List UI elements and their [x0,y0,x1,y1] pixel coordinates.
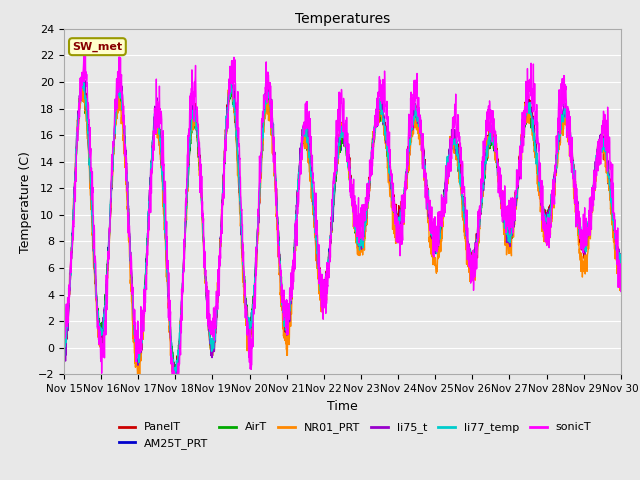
AM25T_PRT [60,343,68,348]
AM25T_PRT [359,235,367,241]
sonicT [216,246,223,252]
AM25T_PRT [568,160,576,166]
sonicT [359,232,367,238]
AM25T_PRT [227,83,234,89]
AirT [79,86,86,92]
AirT [216,259,223,264]
li77_temp [568,160,576,166]
AirT [584,233,591,239]
Title: Temperatures: Temperatures [295,12,390,26]
li75_t [568,143,576,149]
NR01_PRT [60,355,68,361]
AirT [359,234,367,240]
PanelT [371,122,379,128]
li77_temp [584,233,591,239]
AirT [60,339,68,345]
sonicT [80,51,88,57]
li77_temp [172,372,179,377]
AM25T_PRT [172,371,179,377]
AM25T_PRT [371,120,379,126]
AM25T_PRT [584,235,591,241]
AirT [505,232,513,238]
PanelT [216,260,223,266]
Line: PanelT: PanelT [64,79,621,374]
li75_t [617,254,625,260]
AirT [171,372,179,377]
AirT [617,260,625,266]
PanelT [584,240,591,246]
NR01_PRT [359,242,367,248]
Line: li75_t: li75_t [64,74,621,374]
Line: sonicT: sonicT [64,54,621,374]
PanelT [568,144,576,149]
NR01_PRT [617,256,625,262]
li77_temp [371,129,379,135]
AM25T_PRT [617,252,625,257]
NR01_PRT [227,76,234,82]
li77_temp [505,233,513,239]
sonicT [584,232,591,238]
Line: AM25T_PRT: AM25T_PRT [64,86,621,374]
sonicT [617,288,625,294]
li75_t [584,234,591,240]
PanelT [170,372,178,377]
li75_t [359,243,367,249]
li75_t [505,234,513,240]
AirT [568,152,576,157]
sonicT [168,372,176,377]
NR01_PRT [505,251,513,256]
li75_t [216,258,223,264]
AirT [371,120,379,125]
li75_t [170,372,178,377]
PanelT [79,76,86,82]
sonicT [371,124,379,130]
li75_t [79,71,87,77]
li75_t [371,119,379,125]
Legend: PanelT, AM25T_PRT, AirT, NR01_PRT, li75_t, li77_temp, sonicT: PanelT, AM25T_PRT, AirT, NR01_PRT, li75_… [114,418,596,453]
Line: li77_temp: li77_temp [64,82,621,374]
Line: AirT: AirT [64,89,621,374]
Y-axis label: Temperature (C): Temperature (C) [19,151,32,252]
li77_temp [60,350,68,356]
AM25T_PRT [505,240,513,246]
NR01_PRT [584,251,591,257]
li77_temp [359,245,367,251]
li77_temp [80,79,88,84]
li77_temp [216,254,223,260]
sonicT [505,226,513,232]
NR01_PRT [371,120,379,126]
PanelT [505,234,513,240]
Line: NR01_PRT: NR01_PRT [64,79,621,374]
sonicT [60,316,68,322]
PanelT [60,347,68,352]
li77_temp [617,266,625,272]
li75_t [60,348,68,354]
PanelT [617,261,625,266]
NR01_PRT [216,258,223,264]
X-axis label: Time: Time [327,400,358,413]
sonicT [568,134,576,140]
NR01_PRT [568,167,576,172]
NR01_PRT [134,372,141,377]
PanelT [359,228,367,234]
AM25T_PRT [216,263,223,268]
Text: SW_met: SW_met [72,42,122,52]
